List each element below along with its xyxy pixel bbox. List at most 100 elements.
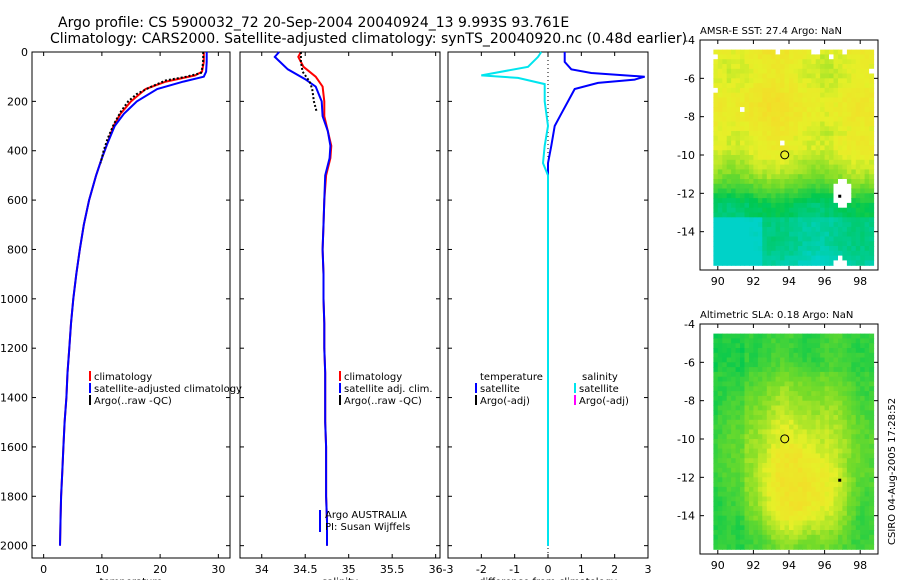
heatmap-cell — [806, 59, 812, 65]
heatmap-cell — [815, 419, 821, 426]
heatmap-cell — [824, 463, 830, 469]
heatmap-cell — [771, 169, 777, 175]
heatmap-cell — [775, 496, 781, 502]
heatmap-cell — [780, 78, 786, 84]
heatmap-cell — [869, 376, 875, 383]
heatmap-cell — [855, 395, 861, 402]
heatmap-cell — [838, 362, 843, 368]
heatmap-cell — [713, 260, 719, 266]
heatmap-cell — [766, 486, 772, 493]
heatmap-cell — [753, 78, 759, 84]
heatmap-cell — [806, 415, 812, 421]
heatmap-cell — [713, 434, 719, 440]
heatmap-cell — [864, 439, 870, 445]
heatmap-cell — [757, 472, 763, 478]
heatmap-cell — [722, 338, 728, 344]
heatmap-cell — [846, 260, 852, 266]
heatmap-cell — [731, 357, 737, 363]
heatmap-cell — [784, 510, 790, 517]
heatmap-cell — [722, 395, 728, 402]
y-tick-label: 800 — [7, 243, 28, 256]
heatmap-cell — [864, 217, 870, 223]
heatmap-cell — [860, 491, 866, 498]
heatmap-cell — [869, 381, 875, 387]
heatmap-cell — [717, 131, 723, 137]
heatmap-cell — [846, 217, 852, 223]
heatmap-cell — [802, 222, 808, 228]
heatmap-cell — [811, 150, 817, 156]
heatmap-cell — [766, 116, 772, 123]
heatmap-cell — [731, 439, 737, 445]
heatmap-cell — [864, 255, 870, 261]
heatmap-cell — [771, 59, 777, 65]
heatmap-cell — [722, 343, 728, 349]
heatmap-cell — [855, 140, 861, 146]
heatmap-cell — [824, 419, 830, 426]
heatmap-cell — [820, 68, 826, 75]
heatmap-cell — [780, 159, 786, 166]
heatmap-cell — [735, 217, 741, 223]
heatmap-cell — [735, 54, 741, 60]
heatmap-cell — [851, 241, 857, 247]
heatmap-cell — [740, 231, 746, 238]
heatmap-cell — [744, 145, 750, 151]
heatmap-cell — [749, 188, 754, 194]
heatmap-cell — [731, 477, 737, 483]
heatmap-cell — [855, 49, 861, 55]
heatmap-cell — [833, 59, 839, 65]
heatmap-cell — [815, 477, 821, 483]
heatmap-cell — [749, 376, 754, 383]
heatmap-cell — [806, 348, 812, 354]
heatmap-cell — [771, 92, 777, 99]
heatmap-cell — [864, 510, 870, 517]
heatmap-cell — [735, 386, 741, 392]
heatmap-cell — [762, 400, 768, 407]
secondary-marker — [838, 478, 842, 482]
heatmap-cell — [842, 530, 848, 536]
heatmap-cell — [789, 68, 795, 75]
heatmap-cell — [731, 236, 737, 242]
heatmap-cell — [735, 179, 741, 185]
heatmap-cell — [846, 458, 852, 464]
heatmap-cell — [802, 231, 808, 238]
heatmap-cell — [717, 400, 723, 407]
heatmap-cell — [789, 174, 795, 180]
heatmap-cell — [775, 429, 781, 435]
heatmap-cell — [749, 486, 754, 493]
heatmap-cell — [771, 87, 777, 94]
heatmap-cell — [753, 107, 759, 113]
heatmap-cell — [860, 501, 866, 507]
heatmap-cell — [869, 486, 875, 493]
heatmap-cell — [802, 188, 808, 194]
heatmap-cell — [784, 486, 790, 493]
heatmap-cell — [735, 434, 741, 440]
heatmap-cell — [766, 92, 772, 99]
heatmap-cell — [806, 486, 812, 493]
heatmap-cell — [784, 174, 790, 180]
heatmap-cell — [811, 155, 817, 161]
heatmap-cell — [846, 174, 852, 180]
heatmap-cell — [842, 73, 848, 79]
heatmap-cell — [780, 415, 786, 421]
heatmap-cell — [864, 501, 870, 507]
heatmap-cell — [766, 78, 772, 84]
heatmap-cell — [833, 415, 839, 421]
heatmap-cell — [806, 217, 812, 223]
heatmap-cell — [771, 424, 777, 430]
heatmap-cell — [820, 126, 826, 132]
heatmap-cell — [829, 236, 835, 242]
heatmap-cell — [771, 391, 777, 397]
heatmap-cell — [771, 352, 777, 359]
heatmap-cell — [820, 410, 826, 416]
heatmap-cell — [829, 453, 835, 459]
heatmap-cell — [829, 107, 835, 113]
heatmap-cell — [753, 193, 759, 199]
heatmap-cell — [815, 236, 821, 242]
heatmap-cell — [757, 222, 763, 228]
heatmap-cell — [806, 362, 812, 368]
heatmap-cell — [820, 400, 826, 407]
heatmap-cell — [784, 169, 790, 175]
heatmap-cell — [851, 525, 857, 531]
heatmap-cell — [838, 260, 843, 266]
heatmap-cell — [735, 198, 741, 204]
